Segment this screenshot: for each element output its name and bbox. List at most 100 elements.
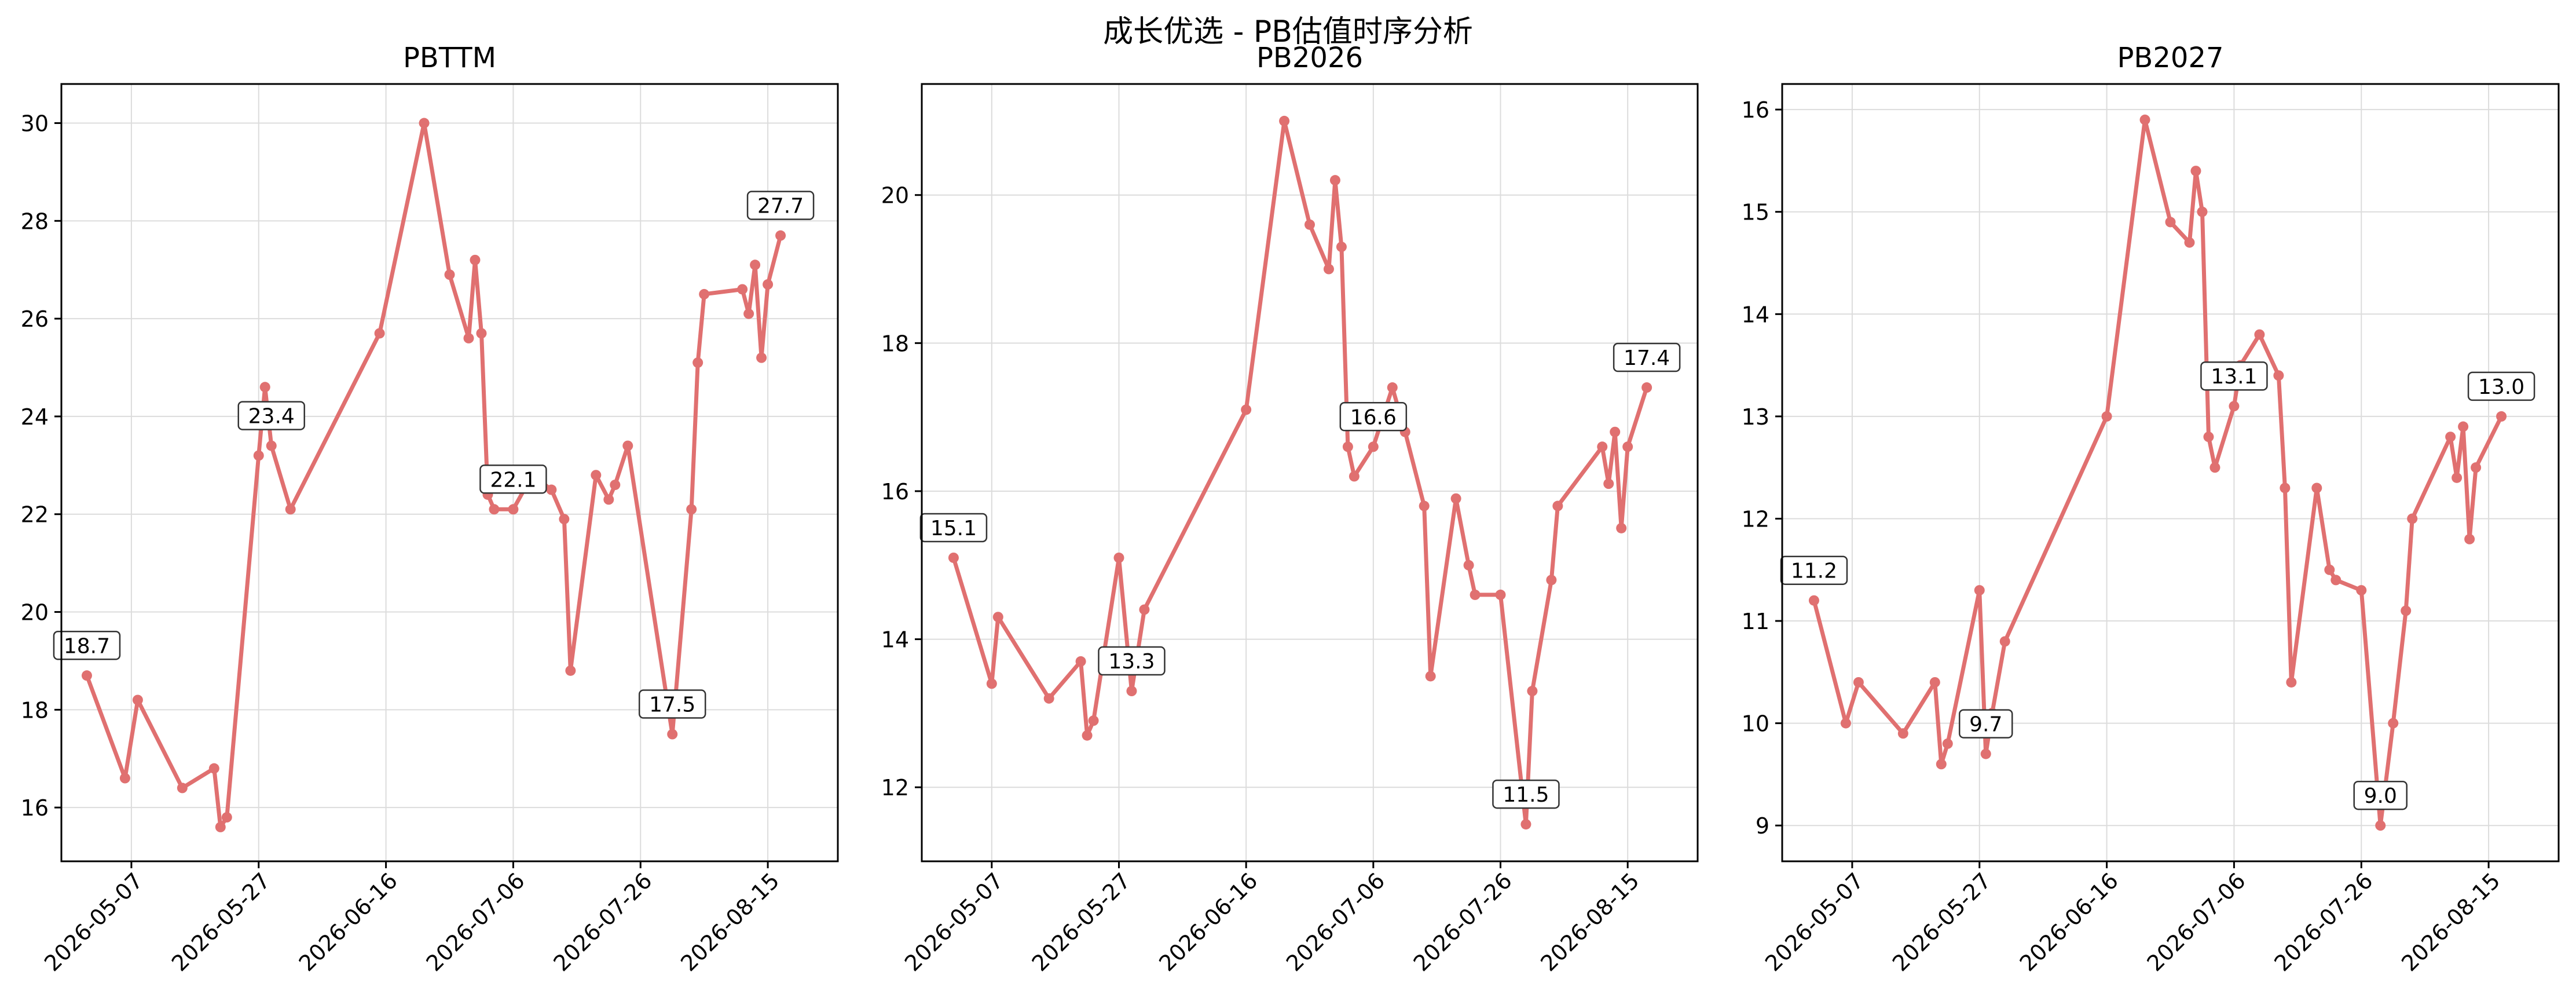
y-tick-label: 10 <box>1742 711 1769 737</box>
data-point <box>1936 759 1947 769</box>
data-point <box>2401 605 2411 616</box>
data-point <box>987 678 997 689</box>
data-point <box>1330 175 1340 185</box>
annotation-label: 13.0 <box>2478 375 2524 399</box>
x-tick-label: 2026-05-27 <box>167 868 275 976</box>
y-tick-label: 9 <box>1756 813 1769 839</box>
annotation-label: 17.4 <box>1624 346 1670 370</box>
y-tick-label: 26 <box>21 306 49 332</box>
data-point <box>750 259 760 270</box>
y-tick-label: 11 <box>1742 609 1769 634</box>
data-point <box>1419 501 1430 511</box>
data-point <box>1387 382 1398 393</box>
x-tick-label: 2026-05-07 <box>39 868 148 976</box>
annotation-label: 22.1 <box>490 468 536 492</box>
data-point <box>2464 534 2475 544</box>
annotation-label: 18.7 <box>64 634 110 658</box>
x-tick-label: 2026-07-26 <box>2269 868 2377 976</box>
data-point <box>82 670 92 681</box>
data-point <box>1546 575 1556 585</box>
y-tick-label: 30 <box>21 111 49 137</box>
data-point <box>1981 749 1991 759</box>
data-point <box>603 494 614 505</box>
data-point <box>1368 441 1379 452</box>
series-line <box>1814 120 2501 825</box>
data-point <box>1139 604 1149 615</box>
data-point <box>2452 473 2462 483</box>
data-point <box>508 504 518 514</box>
annotation-label: 11.2 <box>1791 560 1837 583</box>
data-point <box>2375 820 2386 831</box>
data-point <box>1898 728 1908 739</box>
data-point <box>476 328 486 338</box>
data-point <box>1470 590 1481 600</box>
chart-panel-pb2026: 12141618202026-05-07 2026-05-27 2026-06-16… <box>881 84 1698 977</box>
data-point <box>1943 739 1953 749</box>
data-point <box>2140 115 2150 125</box>
data-point <box>2229 401 2239 411</box>
data-point <box>2000 636 2010 646</box>
data-point <box>2445 432 2456 442</box>
data-point <box>2407 513 2417 524</box>
data-point <box>1279 116 1289 126</box>
data-point <box>1305 220 1315 230</box>
y-tick-label: 28 <box>21 209 49 234</box>
data-point <box>1113 553 1124 563</box>
data-point <box>686 504 697 514</box>
data-point <box>1343 441 1353 452</box>
data-point <box>1496 590 1506 600</box>
data-point <box>1527 686 1537 696</box>
x-tick-label: 2026-05-07 <box>900 868 1008 976</box>
y-tick-label: 16 <box>21 795 49 821</box>
annotation-label: 17.5 <box>649 693 695 717</box>
data-point <box>1641 382 1652 393</box>
data-point <box>2165 217 2176 227</box>
x-tick-label: 2026-05-27 <box>1027 868 1135 976</box>
data-point <box>591 470 601 480</box>
data-point <box>375 328 385 338</box>
data-point <box>1089 715 1099 726</box>
data-point <box>692 357 703 368</box>
data-point <box>1241 404 1251 415</box>
axes-frame <box>61 84 838 861</box>
x-tick-label: 2026-05-27 <box>1888 868 1996 976</box>
data-point <box>2388 718 2398 729</box>
data-point <box>266 441 277 451</box>
data-point <box>775 231 786 241</box>
series-line <box>87 123 781 827</box>
annotation-label: 16.6 <box>1350 405 1397 429</box>
data-point <box>177 783 188 793</box>
x-tick-label: 2026-07-26 <box>548 868 657 976</box>
data-point <box>1616 523 1626 533</box>
data-point <box>743 309 754 319</box>
annotation-label: 13.3 <box>1108 650 1155 674</box>
data-point <box>699 289 709 299</box>
data-point <box>1853 677 1864 688</box>
data-point <box>1076 656 1086 667</box>
x-tick-label: 2026-08-15 <box>676 868 784 976</box>
data-point <box>2331 575 2341 585</box>
data-point <box>2458 422 2468 432</box>
data-point <box>763 279 773 290</box>
x-tick-label: 2026-08-15 <box>1536 868 1644 976</box>
data-point <box>2184 237 2194 248</box>
data-point <box>1451 493 1461 504</box>
y-tick-label: 14 <box>1742 302 1769 327</box>
x-tick-label: 2026-05-07 <box>1760 868 1868 976</box>
y-tick-label: 22 <box>21 502 49 528</box>
data-point <box>667 729 677 740</box>
y-tick-label: 16 <box>1742 97 1769 123</box>
data-point <box>445 269 455 280</box>
data-point <box>133 694 143 705</box>
data-point <box>1324 264 1334 275</box>
data-point <box>2311 482 2322 493</box>
annotation-label: 27.7 <box>757 195 804 218</box>
data-point <box>2102 411 2112 422</box>
data-point <box>2471 462 2481 473</box>
data-point <box>622 441 633 451</box>
annotation-label: 13.1 <box>2211 365 2257 389</box>
y-tick-label: 16 <box>881 479 909 505</box>
data-point <box>1044 693 1054 704</box>
